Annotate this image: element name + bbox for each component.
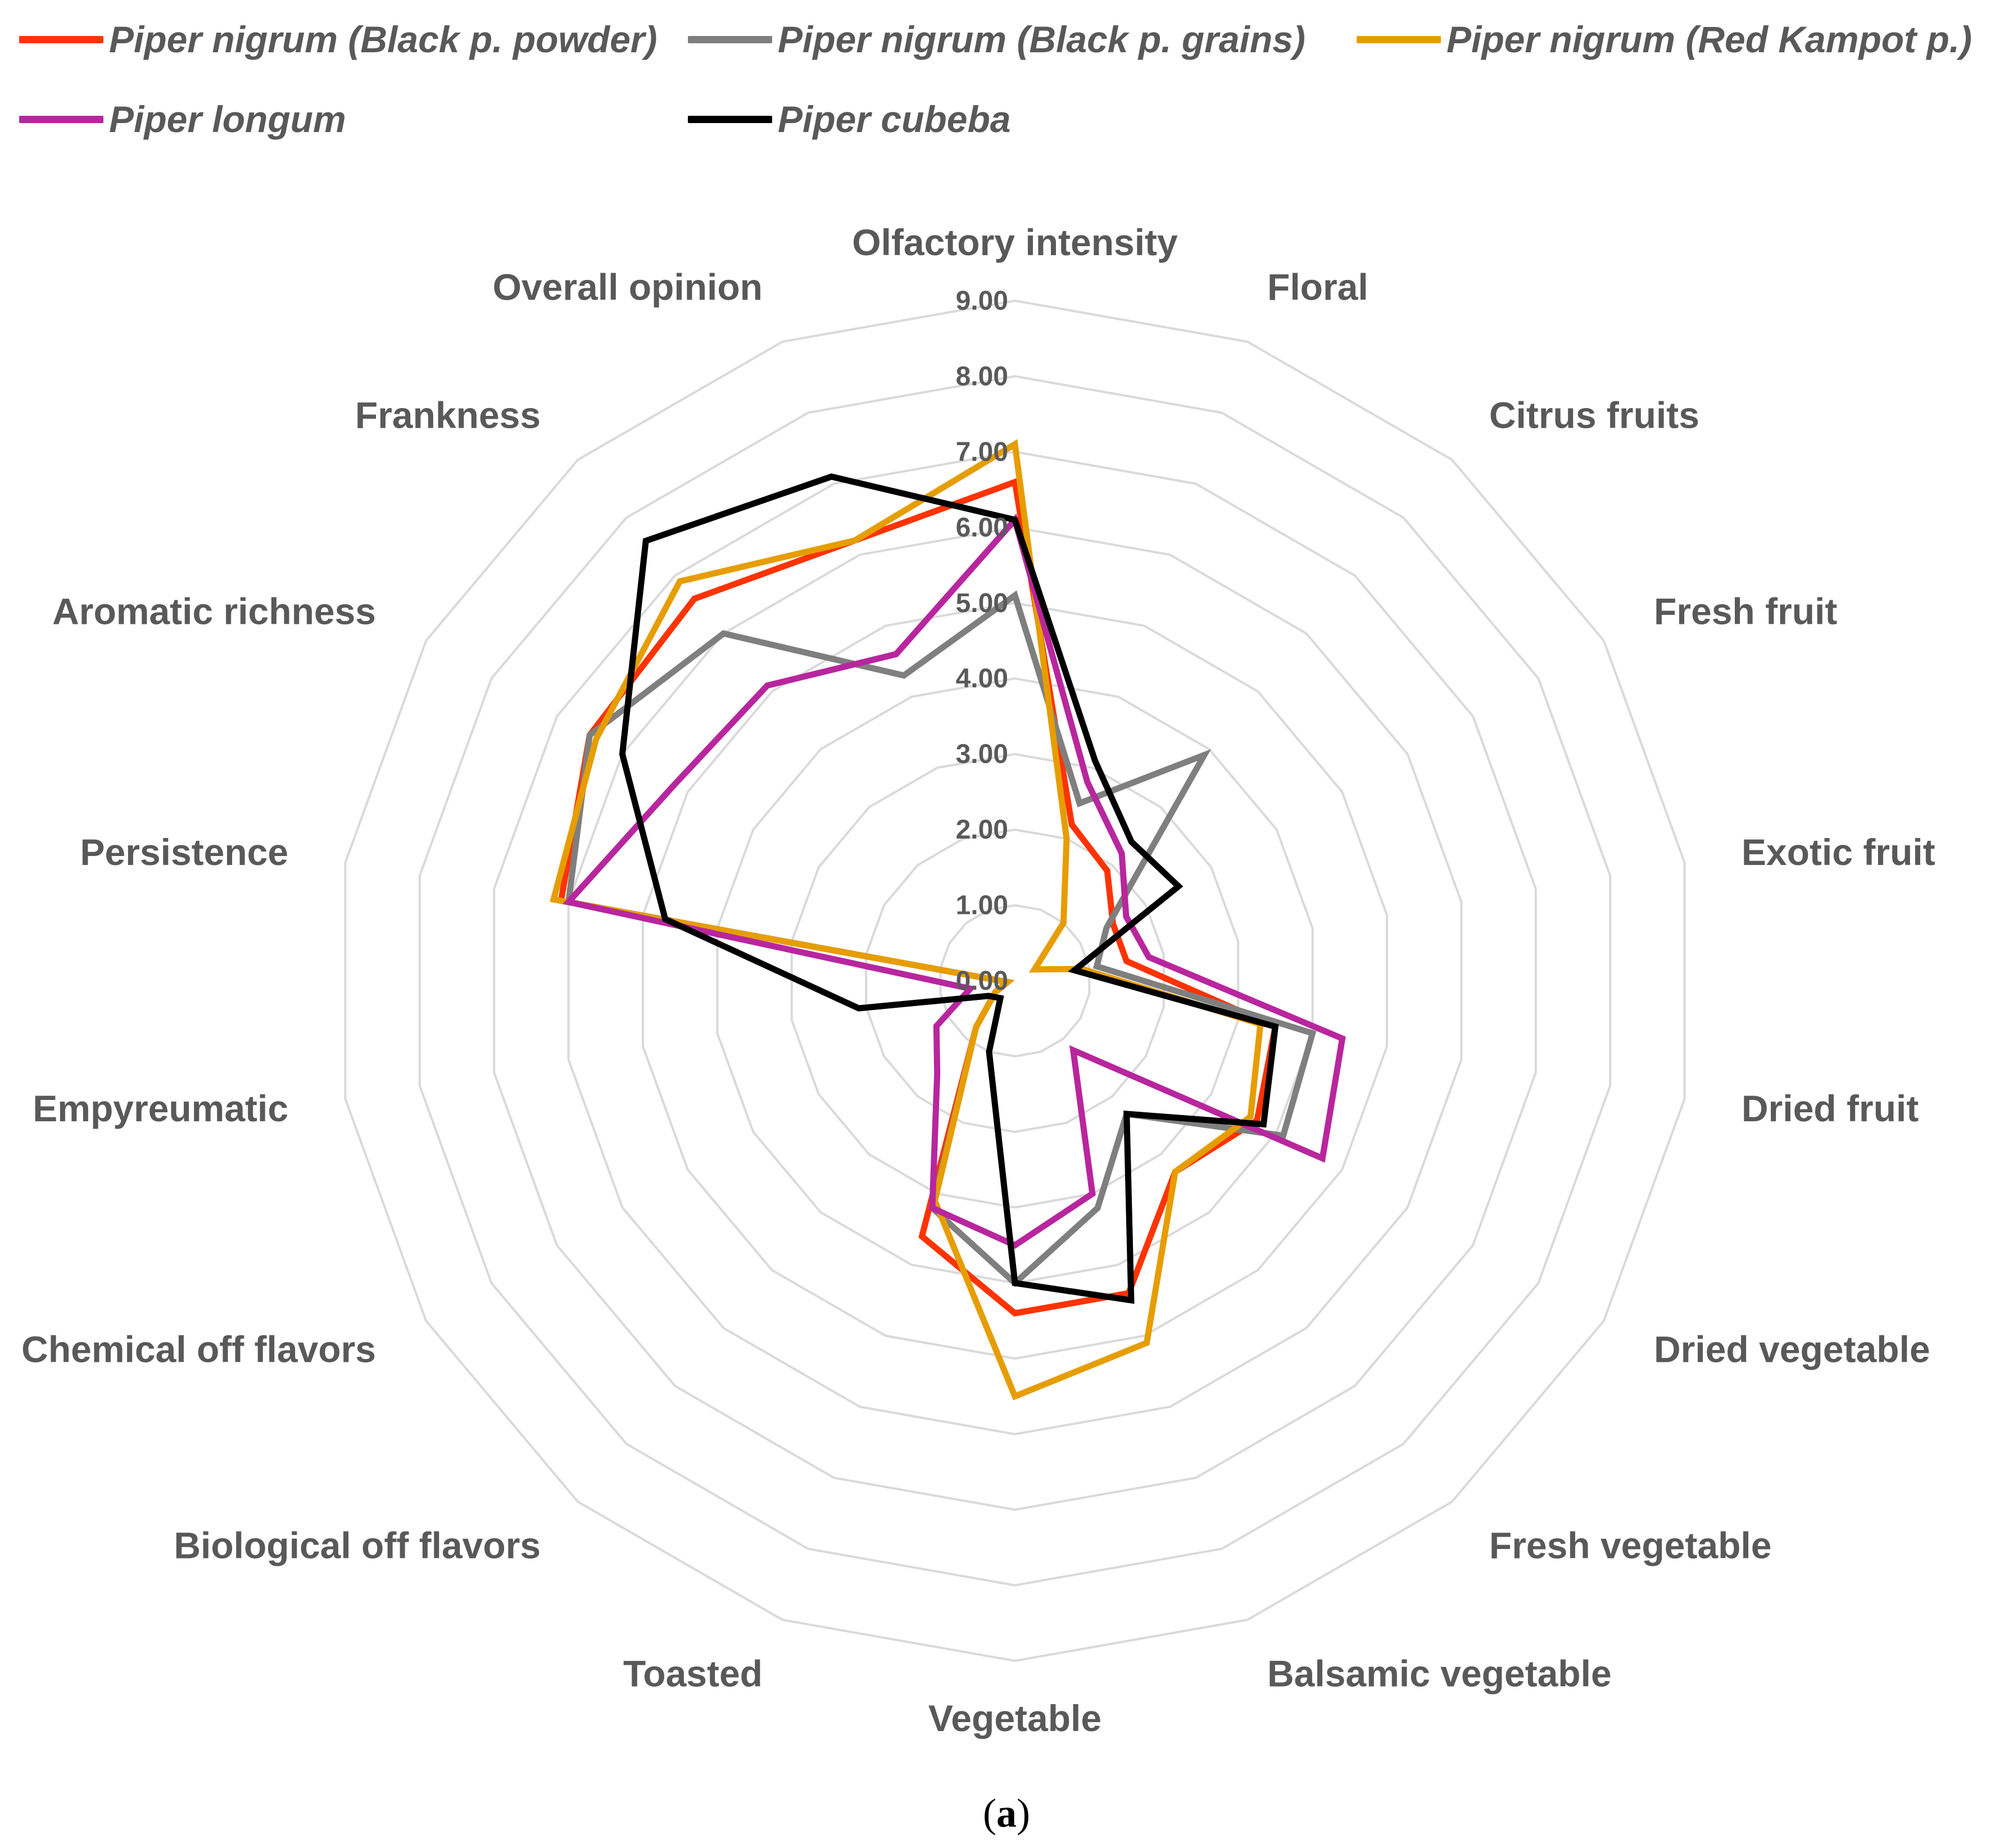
grid-ring: [865, 828, 1165, 1133]
axis-label-chemical-off-flavors: Chemical off flavors: [21, 1328, 376, 1370]
legend-label: Piper nigrum (Black p. powder): [109, 19, 658, 60]
tick-label: 4.00: [956, 664, 1008, 694]
axis-label-aromatic-richness: Aromatic richness: [52, 591, 376, 632]
axis-label-olfactory-intensity: Olfactory intensity: [852, 221, 1178, 263]
axis-label-biological-off-flavors: Biological off flavors: [174, 1525, 541, 1566]
tick-label: 3.00: [956, 740, 1008, 769]
axis-label-dried-fruit: Dried fruit: [1742, 1088, 1919, 1129]
axis-label-fresh-vegetable: Fresh vegetable: [1489, 1525, 1772, 1566]
grid-ring: [716, 677, 1314, 1284]
axis-label-frankness: Frankness: [355, 394, 541, 436]
grid-ring: [939, 904, 1091, 1058]
caption-letter: a: [996, 1791, 1017, 1836]
legend-label: Piper cubeba: [778, 98, 1011, 140]
axis-label-empyreumatic: Empyreumatic: [33, 1088, 288, 1129]
legend-swatch: [688, 35, 772, 43]
legend-label: Piper longum: [109, 98, 346, 140]
series-piper-cubeba: [619, 473, 1279, 1304]
axis-labels: Olfactory intensity Floral Citrus fruits Fr…: [21, 221, 1935, 1739]
series-piper-longum: [563, 513, 1346, 1249]
axis-label-fresh-fruit: Fresh fruit: [1654, 591, 1837, 632]
tick-labels: 0.00 1.00 2.00 3.00 4.00 5.00 6.00 7.00 8.00 9.00: [956, 286, 1008, 996]
legend-item: Piper nigrum (Black p. powder): [19, 11, 657, 67]
grid-ring: [493, 450, 1537, 1511]
legend-item: Piper longum: [19, 91, 346, 147]
grid: [344, 299, 1686, 1663]
tick-label: 7.00: [956, 437, 1008, 467]
axis-label-citrus-fruits: Citrus fruits: [1489, 394, 1699, 436]
tick-label: 6.00: [956, 513, 1008, 542]
grid-ring: [567, 526, 1463, 1435]
axis-label-persistence: Persistence: [80, 831, 289, 873]
legend-swatch: [688, 115, 772, 123]
caption-close: ): [1017, 1791, 1030, 1836]
grid-ring: [418, 375, 1612, 1587]
axis-label-floral: Floral: [1267, 266, 1368, 307]
caption-open: (: [983, 1791, 996, 1836]
tick-label: 2.00: [956, 815, 1008, 845]
tick-label: 9.00: [956, 286, 1008, 316]
legend-item: Piper nigrum (Red Kampot p.): [1357, 11, 1972, 67]
grid-ring: [344, 299, 1686, 1663]
axis-label-balsamic-vegetable: Balsamic vegetable: [1267, 1653, 1612, 1695]
tick-label: 1.00: [956, 891, 1008, 921]
legend-label: Piper nigrum (Black p. grains): [778, 19, 1305, 60]
grid-ring: [790, 753, 1240, 1209]
axis-label-toasted: Toasted: [623, 1653, 763, 1695]
axis-label-dried-vegetable: Dried vegetable: [1654, 1328, 1930, 1370]
tick-label: 5.00: [956, 588, 1008, 618]
legend-swatch: [19, 115, 103, 123]
figure-caption: (a): [0, 1790, 2013, 1837]
series-piper-nigrum-red-kampot-p: [550, 439, 1264, 1401]
tick-label: 0.00: [956, 966, 1008, 996]
legend-swatch: [19, 35, 103, 43]
legend-label: Piper nigrum (Red Kampot p.): [1447, 19, 1973, 60]
axis-label-vegetable: Vegetable: [928, 1697, 1101, 1739]
tick-label: 8.00: [956, 361, 1008, 391]
axis-label-exotic-fruit: Exotic fruit: [1742, 831, 1935, 873]
axis-label-overall-opinion: Overall opinion: [493, 266, 763, 307]
legend-item: Piper nigrum (Black p. grains): [688, 11, 1305, 67]
legend-item: Piper cubeba: [688, 91, 1010, 147]
legend: Piper nigrum (Black p. powder) Piper nigr…: [19, 11, 1997, 146]
series: [550, 439, 1346, 1401]
legend-swatch: [1357, 35, 1441, 43]
grid-ring: [642, 601, 1388, 1360]
